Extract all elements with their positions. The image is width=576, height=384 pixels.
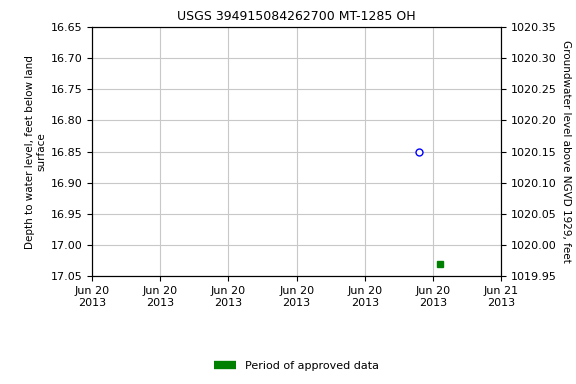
Y-axis label: Depth to water level, feet below land
surface: Depth to water level, feet below land su…	[25, 55, 47, 248]
Legend: Period of approved data: Period of approved data	[210, 357, 384, 376]
Y-axis label: Groundwater level above NGVD 1929, feet: Groundwater level above NGVD 1929, feet	[561, 40, 571, 263]
Title: USGS 394915084262700 MT-1285 OH: USGS 394915084262700 MT-1285 OH	[177, 10, 416, 23]
